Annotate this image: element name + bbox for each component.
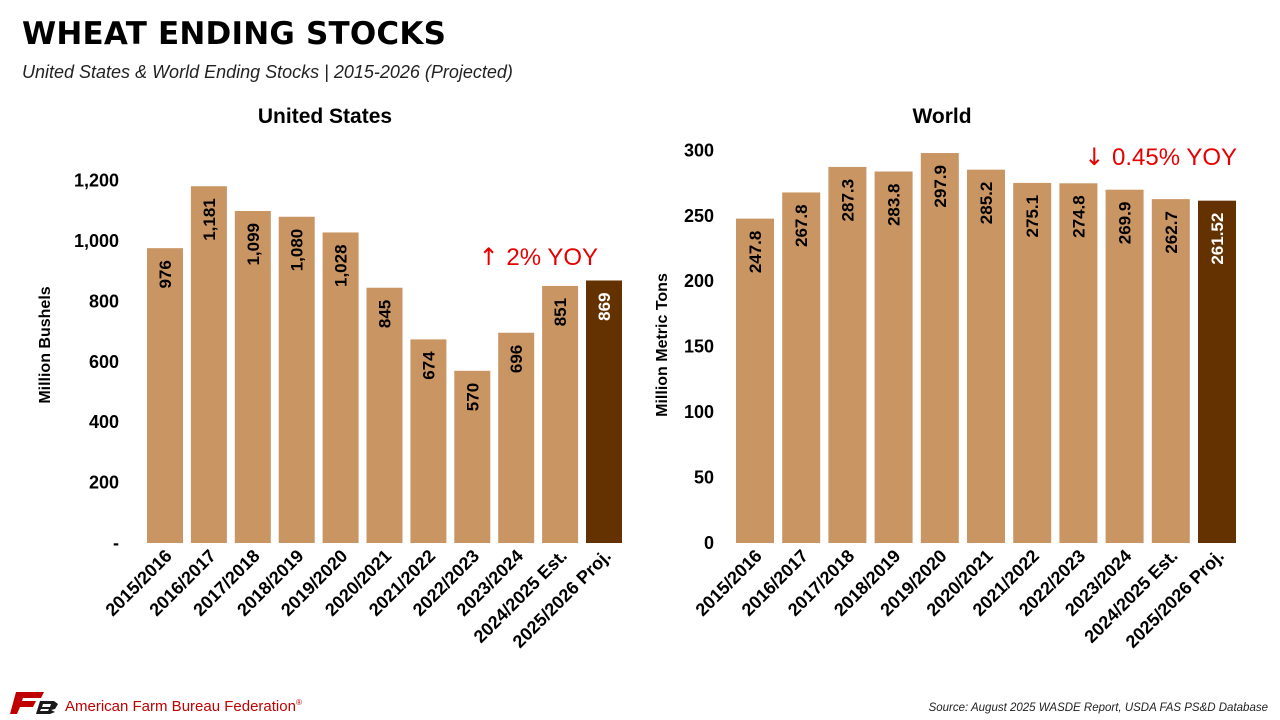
page-title: WHEAT ENDING STOCKS bbox=[22, 16, 447, 52]
us-bar-value-label: 1,080 bbox=[288, 229, 307, 272]
world-bar-value-label: 275.1 bbox=[1023, 195, 1042, 238]
us-bar-value-label: 1,099 bbox=[244, 223, 263, 266]
world-bar-value-label: 287.3 bbox=[838, 179, 857, 222]
world-bar bbox=[1013, 182, 1052, 543]
us-bar bbox=[234, 211, 271, 543]
us-bar-value-label: 851 bbox=[551, 298, 570, 326]
world-bar bbox=[967, 169, 1005, 543]
world-bar bbox=[736, 218, 774, 543]
source-note: Source: August 2025 WASDE Report, USDA F… bbox=[928, 702, 1268, 714]
us-bar-value-label: 976 bbox=[156, 260, 175, 288]
us-bar bbox=[366, 287, 403, 543]
afbf-logo-icon bbox=[10, 692, 58, 714]
world-y-tick-label: 0 bbox=[704, 533, 714, 553]
world-bar bbox=[920, 153, 959, 544]
us-bar bbox=[190, 186, 227, 544]
us-bar-value-label: 1,028 bbox=[332, 244, 351, 287]
us-bar bbox=[322, 232, 359, 544]
organization-name: American Farm Bureau Federation® bbox=[65, 698, 302, 715]
world-y-tick-label: 250 bbox=[684, 206, 714, 226]
world-bar bbox=[1105, 189, 1144, 543]
us-bar bbox=[278, 216, 315, 543]
us-bar-value-label: 674 bbox=[419, 351, 438, 380]
us-chart-title: United States bbox=[258, 105, 392, 128]
us-yoy-arrow-icon: ↑ bbox=[479, 243, 507, 271]
us-bar bbox=[454, 370, 491, 543]
page-subtitle: United States & World Ending Stocks | 20… bbox=[22, 62, 513, 82]
world-yoy-text: 0.45% YOY bbox=[1112, 144, 1237, 171]
world-bar-value-label: 261.52 bbox=[1208, 213, 1227, 265]
world-bar-value-label: 267.8 bbox=[792, 204, 811, 247]
us-bar bbox=[498, 332, 535, 543]
world-bar-value-label: 283.8 bbox=[885, 184, 904, 227]
us-bar bbox=[410, 339, 447, 543]
world-y-tick-label: 200 bbox=[684, 271, 714, 291]
world-bar bbox=[828, 166, 867, 543]
us-y-tick-label: - bbox=[113, 533, 119, 553]
world-bar bbox=[1151, 199, 1190, 543]
world-chart-title: World bbox=[912, 105, 971, 128]
us-bar bbox=[147, 248, 183, 543]
us-bar bbox=[586, 280, 622, 543]
world-y-axis-label: Million Metric Tons bbox=[654, 273, 671, 417]
us-y-tick-label: 1,200 bbox=[74, 171, 119, 191]
us-bar-value-label: 1,181 bbox=[200, 198, 219, 241]
world-bar bbox=[782, 192, 821, 543]
world-y-tick-label: 50 bbox=[694, 468, 714, 488]
world-bar-value-label: 247.8 bbox=[746, 231, 765, 274]
world-y-tick-label: 100 bbox=[684, 402, 714, 422]
world-y-tick-label: 150 bbox=[684, 337, 714, 357]
us-bar-value-label: 696 bbox=[507, 345, 526, 373]
world-bar-value-label: 285.2 bbox=[977, 182, 996, 225]
world-bar-value-label: 269.9 bbox=[1116, 202, 1135, 245]
us-yoy-text: 2% YOY bbox=[506, 244, 598, 271]
world-bar bbox=[1198, 200, 1236, 543]
us-y-tick-label: 200 bbox=[89, 473, 119, 493]
us-y-axis-label: Million Bushels bbox=[37, 286, 54, 403]
world-bar bbox=[874, 171, 913, 543]
world-bar-value-label: 262.7 bbox=[1162, 211, 1181, 254]
world-y-tick-label: 300 bbox=[684, 140, 714, 160]
us-bar-value-label: 845 bbox=[376, 300, 395, 328]
world-bar-value-label: 274.8 bbox=[1069, 195, 1088, 238]
us-bar-value-label: 869 bbox=[595, 292, 614, 320]
world-yoy-annotation: ↓ 0.45% YOY bbox=[1084, 143, 1237, 171]
us-bar bbox=[542, 285, 579, 543]
world-yoy-arrow-icon: ↓ bbox=[1084, 143, 1112, 171]
us-y-tick-label: 400 bbox=[89, 412, 119, 432]
us-y-tick-label: 800 bbox=[89, 291, 119, 311]
us-yoy-annotation: ↑ 2% YOY bbox=[479, 243, 598, 271]
world-bar bbox=[1059, 183, 1098, 543]
us-bar-value-label: 570 bbox=[463, 383, 482, 411]
world-bar-value-label: 297.9 bbox=[931, 165, 950, 208]
us-y-tick-label: 1,000 bbox=[74, 231, 119, 251]
us-y-tick-label: 600 bbox=[89, 352, 119, 372]
